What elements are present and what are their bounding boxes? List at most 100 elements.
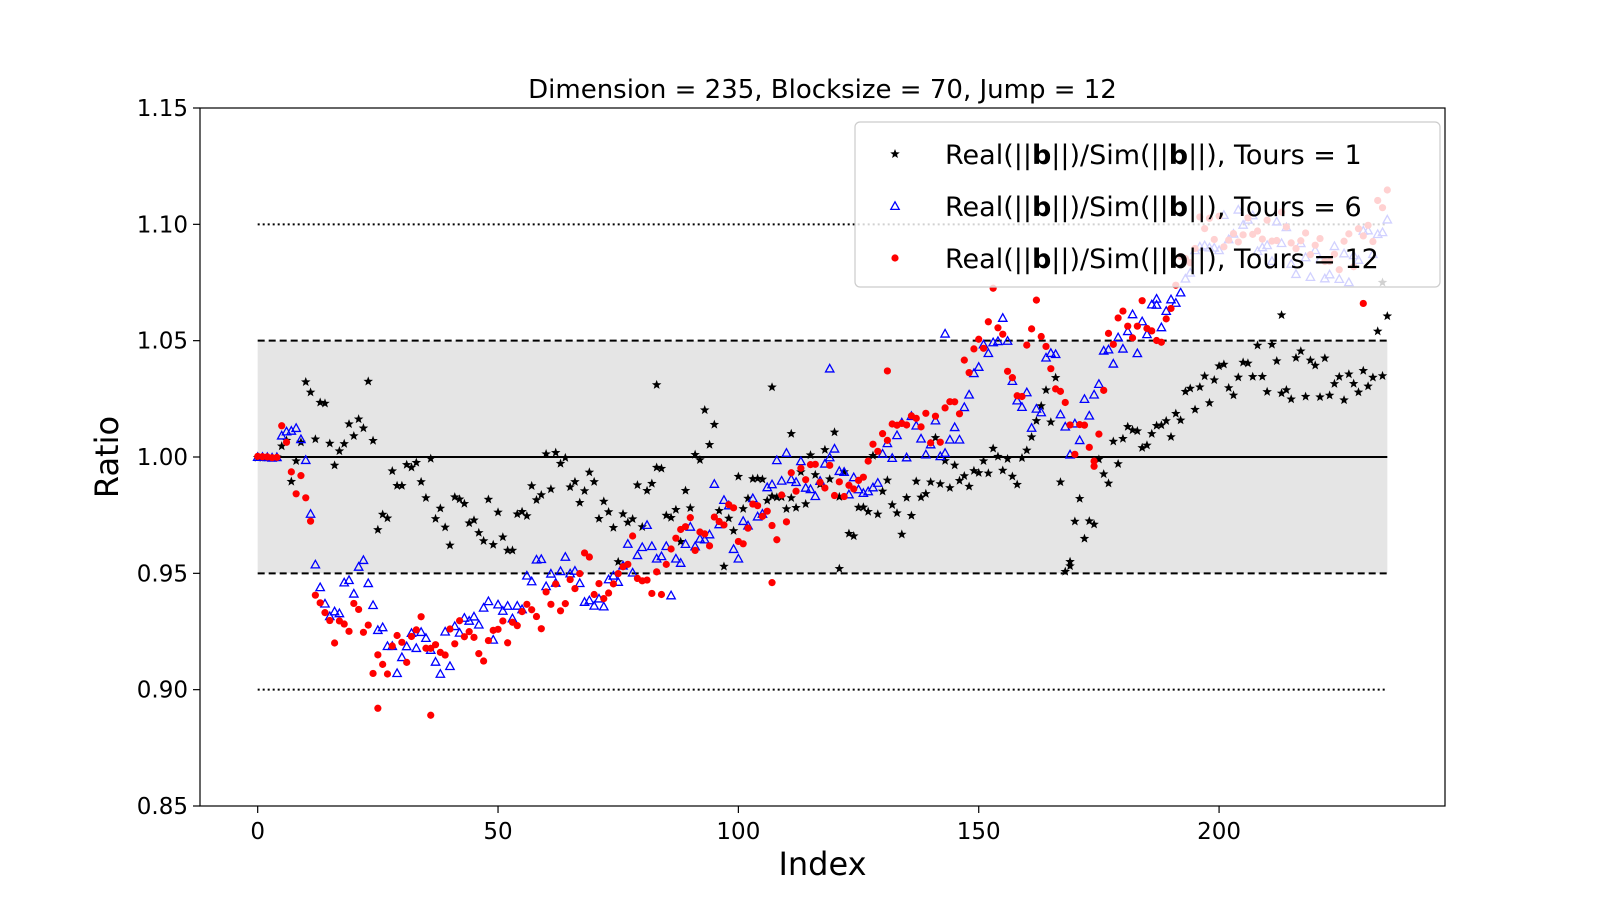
- data-point: [305, 508, 316, 518]
- data-point: [454, 494, 465, 504]
- data-point: [1093, 378, 1105, 389]
- chart-title: Dimension = 235, Blocksize = 70, Jump = …: [528, 75, 1117, 105]
- data-point: [1382, 311, 1393, 321]
- data-point: [675, 536, 686, 546]
- data-point: [392, 480, 402, 490]
- data-point: [1104, 329, 1113, 337]
- data-point: [494, 625, 502, 633]
- data-point: [874, 447, 882, 455]
- data-point: [930, 432, 941, 442]
- data-point: [1272, 356, 1282, 366]
- data-point: [1045, 347, 1057, 358]
- data-point: [1262, 386, 1272, 396]
- data-point: [480, 657, 488, 665]
- data-point: [1151, 299, 1162, 309]
- data-point: [941, 404, 949, 412]
- data-point: [927, 439, 935, 447]
- data-point: [1195, 382, 1205, 392]
- data-point: [435, 503, 446, 513]
- data-point: [901, 492, 912, 502]
- data-point: [954, 475, 965, 485]
- data-point: [1161, 415, 1171, 425]
- data-point: [546, 484, 556, 494]
- data-point: [973, 361, 985, 371]
- data-point: [1083, 410, 1095, 420]
- data-point: [632, 549, 643, 560]
- data-point: [427, 711, 435, 719]
- data-point: [1132, 426, 1143, 436]
- data-point: [440, 522, 450, 532]
- data-point: [454, 627, 465, 637]
- data-point: [589, 476, 599, 486]
- data-point: [594, 513, 604, 523]
- data-point: [743, 493, 753, 503]
- data-point: [916, 492, 926, 502]
- data-point: [864, 457, 872, 465]
- data-point: [1056, 387, 1065, 395]
- data-point: [800, 482, 811, 492]
- data-point: [666, 512, 676, 522]
- data-point: [768, 521, 776, 530]
- data-point: [960, 356, 968, 364]
- data-point: [738, 503, 748, 513]
- data-point: [1021, 386, 1033, 397]
- data-point: [446, 625, 454, 633]
- data-point: [468, 611, 480, 621]
- data-point: [1175, 287, 1186, 297]
- data-point: [483, 595, 494, 606]
- data-point: [526, 480, 537, 490]
- data-point: [642, 485, 652, 495]
- data-point: [705, 542, 714, 550]
- data-point: [326, 616, 334, 625]
- data-point: [1036, 400, 1046, 410]
- x-tick-label: 50: [483, 819, 512, 845]
- data-point: [498, 532, 508, 542]
- data-point: [1219, 359, 1229, 369]
- data-point: [767, 491, 777, 501]
- data-point: [273, 453, 281, 461]
- y-axis-label: Ratio: [88, 416, 126, 498]
- data-point: [636, 541, 648, 552]
- data-point: [350, 599, 358, 608]
- data-point: [1141, 328, 1153, 339]
- data-point: [1050, 372, 1061, 382]
- data-point: [1257, 371, 1268, 381]
- data-point: [1281, 384, 1292, 395]
- data-point: [411, 642, 422, 653]
- data-point: [608, 522, 619, 532]
- data-point: [850, 485, 858, 493]
- data-point: [821, 484, 829, 492]
- data-point: [998, 465, 1008, 475]
- data-point: [1050, 348, 1061, 359]
- data-point: [382, 513, 393, 523]
- data-point: [512, 509, 523, 519]
- data-point: [951, 398, 959, 406]
- data-point: [398, 638, 406, 646]
- data-point: [877, 486, 888, 496]
- data-point: [349, 430, 359, 440]
- data-point: [988, 443, 998, 453]
- data-point: [1018, 392, 1026, 401]
- data-point: [778, 491, 786, 499]
- data-point: [1377, 370, 1388, 380]
- data-point: [469, 515, 479, 525]
- data-point: [590, 590, 598, 599]
- data-point: [295, 433, 307, 444]
- data-point: [685, 503, 696, 513]
- data-point: [550, 447, 561, 457]
- data-point: [1080, 421, 1089, 429]
- data-point: [1344, 369, 1354, 379]
- data-point: [1118, 433, 1128, 443]
- data-point: [1223, 382, 1234, 392]
- data-point: [1128, 334, 1137, 342]
- data-point: [460, 633, 468, 641]
- legend: Real(||b||)/Sim(||b||), Tours = 1 Real(||…: [854, 121, 1441, 288]
- data-point: [949, 421, 960, 432]
- legend-marker: [889, 200, 901, 211]
- data-point: [355, 605, 363, 614]
- data-point: [1090, 462, 1098, 470]
- data-point: [648, 589, 656, 598]
- data-point: [475, 650, 483, 658]
- data-point: [1089, 519, 1099, 529]
- data-point: [1180, 386, 1191, 396]
